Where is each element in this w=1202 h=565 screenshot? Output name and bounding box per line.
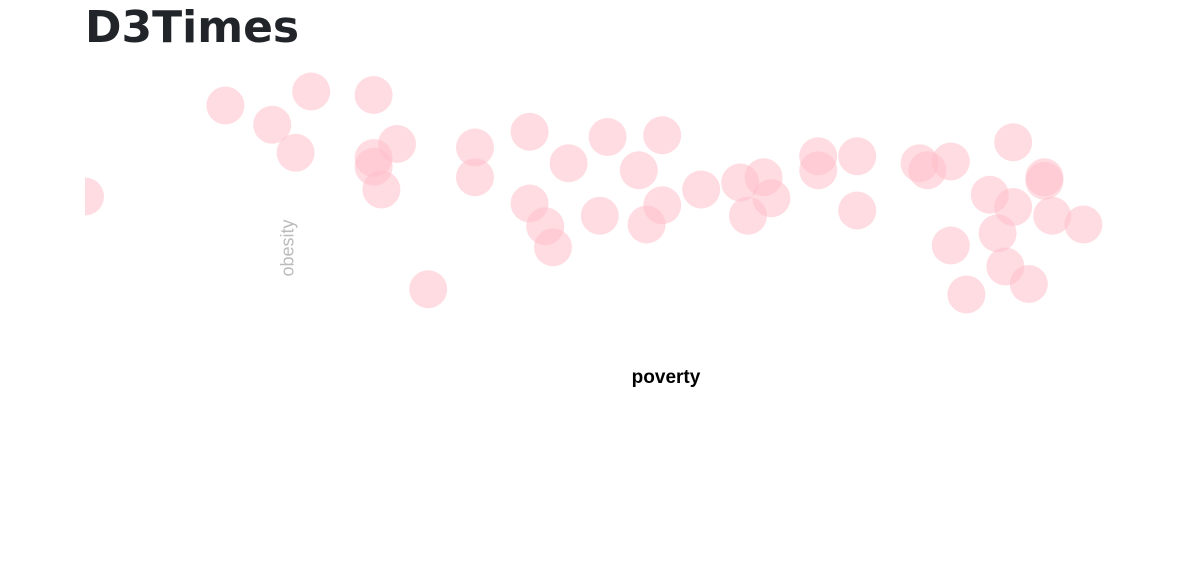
data-point — [456, 128, 494, 167]
data-point — [206, 86, 245, 125]
data-point — [838, 191, 877, 230]
data-point — [931, 226, 970, 265]
page-title: D3Times — [85, 2, 300, 53]
data-point — [588, 118, 627, 156]
data-point — [838, 137, 877, 176]
data-point — [534, 228, 572, 267]
data-point — [580, 196, 619, 235]
data-point — [1025, 161, 1064, 200]
data-point — [799, 151, 838, 190]
data-point — [947, 275, 986, 314]
data-point — [362, 170, 401, 209]
data-point — [85, 177, 104, 216]
data-point — [549, 144, 588, 183]
data-point — [510, 112, 549, 151]
data-point — [682, 170, 721, 209]
data-point — [1009, 265, 1048, 303]
data-point — [643, 116, 682, 155]
data-point — [994, 123, 1033, 162]
data-point — [1033, 196, 1072, 235]
data-point — [409, 270, 448, 309]
x-axis-label: poverty — [631, 367, 701, 388]
data-point — [752, 179, 791, 218]
data-point — [643, 186, 682, 225]
data-point — [931, 142, 970, 181]
data-point — [253, 105, 292, 144]
data-point — [354, 76, 393, 114]
data-point — [456, 158, 494, 197]
data-point — [276, 133, 315, 172]
data-point — [619, 151, 658, 190]
data-point — [1064, 205, 1103, 244]
scatter-plot — [85, 72, 1103, 314]
data-point — [378, 125, 416, 163]
data-point — [994, 188, 1033, 226]
data-point — [292, 72, 331, 111]
y-axis-label: obesity — [277, 219, 298, 277]
